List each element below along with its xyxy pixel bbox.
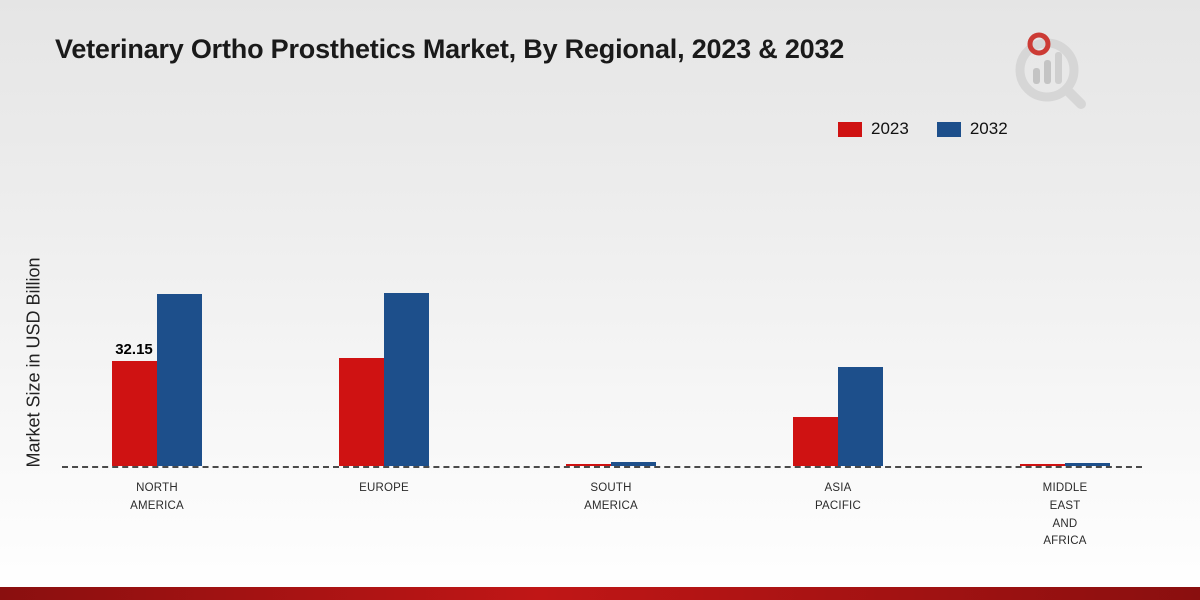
brand-logo: [995, 30, 1090, 115]
bar-2023-asia-pacific: [793, 417, 838, 466]
bar-2032-asia-pacific: [838, 367, 883, 466]
legend-label: 2023: [871, 119, 909, 138]
x-axis-category-label: ASIA PACIFIC: [815, 482, 861, 512]
bottom-accent-bar: [0, 587, 1200, 600]
bar-value-label: 32.15: [115, 340, 153, 358]
bar-2032-middle-east-and-africa: [1065, 463, 1110, 466]
bar-2023-middle-east-and-africa: [1020, 464, 1065, 466]
x-axis-category-label: NORTH AMERICA: [130, 482, 184, 512]
x-axis-category-label: SOUTH AMERICA: [584, 482, 638, 512]
x-axis-category-label: EUROPE: [359, 482, 409, 494]
legend-item-2023: 2023: [838, 119, 909, 139]
legend-swatch-2032: [936, 121, 961, 137]
legend-swatch-2023: [838, 121, 862, 137]
bar-2023-north-america: [112, 360, 157, 466]
legend-item-2032: 2032: [936, 119, 1008, 139]
x-axis-baseline: [62, 466, 1142, 468]
bar-2032-north-america: [157, 293, 202, 466]
bar-2023-europe: [339, 358, 384, 466]
bar-2032-south-america: [611, 462, 656, 466]
chart-title: Veterinary Ortho Prosthetics Market, By …: [55, 34, 845, 64]
brand-logo-icon: [1015, 32, 1086, 109]
legend: 2023 2032: [838, 119, 1008, 139]
bar-2032-europe: [384, 292, 429, 466]
bar-2023-south-america: [566, 464, 611, 466]
legend-label: 2032: [969, 119, 1008, 138]
y-axis-label: Market Size in USD Billion: [23, 257, 44, 468]
x-axis-category-label: MIDDLE EAST AND AFRICA: [1042, 482, 1088, 548]
